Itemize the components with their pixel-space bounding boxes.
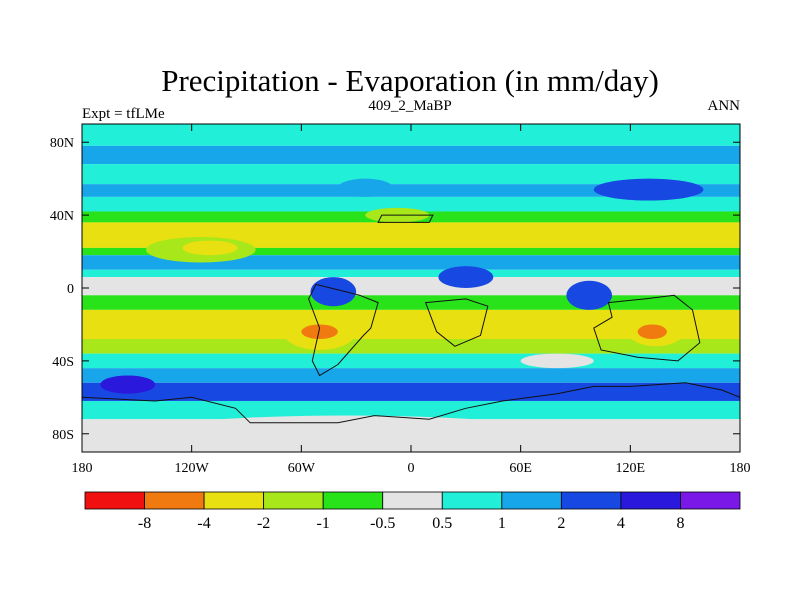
x-tick-label-3: 0 <box>408 461 415 476</box>
colorbar-label-3: -1 <box>317 515 330 532</box>
zonal-band-7 <box>82 247 740 256</box>
x-tick-label-5: 120E <box>616 461 646 476</box>
region-maritime-wet <box>566 280 613 310</box>
zonal-band-16 <box>82 382 740 401</box>
colorbar-label-1: -4 <box>197 515 210 532</box>
colorbar-swatch-9 <box>620 491 681 510</box>
colorbar-swatch-1 <box>144 491 205 510</box>
zonal-band-11 <box>82 295 740 310</box>
region-south-atlantic-dry-core <box>301 324 338 340</box>
zonal-band-1 <box>82 145 740 165</box>
zonal-band-15 <box>82 368 740 383</box>
x-tick-label-1: 120W <box>175 461 210 476</box>
y-tick-label-0: 80N <box>50 136 74 151</box>
outline-australia <box>593 294 701 362</box>
colorbar-swatch-8 <box>560 491 622 510</box>
zonal-band-4 <box>82 196 740 212</box>
outline-south-america <box>308 283 379 377</box>
zonal-band-2 <box>82 164 740 185</box>
colorbar-swatch-2 <box>203 491 265 510</box>
chart-title: Precipitation - Evaporation (in mm/day) <box>161 63 659 98</box>
zonal-band-8 <box>82 255 740 270</box>
colorbar-swatch-6 <box>441 491 503 510</box>
colorbar-label-0: -8 <box>138 515 151 532</box>
zonal-band-17 <box>82 400 740 420</box>
y-tick-label-4: 80S <box>52 428 74 443</box>
colorbar-label-7: 2 <box>557 515 565 532</box>
outline-africa-south <box>424 298 489 347</box>
colorbar-swatch-10 <box>680 491 741 510</box>
zonal-band-0 <box>82 124 740 146</box>
colorbar-swatch-7 <box>501 491 562 510</box>
region-australia-dry-core <box>637 324 667 340</box>
x-tick-label-6: 180 <box>730 461 751 476</box>
x-tick-label-2: 60W <box>288 461 316 476</box>
region-asia-north-wet <box>593 178 704 201</box>
y-tick-label-3: 40S <box>52 355 74 370</box>
colorbar-swatch-5 <box>382 491 443 510</box>
precip-evap-field <box>82 124 740 452</box>
subtitle-season: ANN <box>708 98 741 114</box>
colorbar-label-8: 4 <box>617 515 625 532</box>
region-pacific-north-dry-core <box>182 240 238 256</box>
zonal-band-9 <box>82 269 740 278</box>
zonal-band-3 <box>82 184 740 197</box>
zonal-band-13 <box>82 339 740 354</box>
colorbar-swatch-4 <box>322 491 384 510</box>
region-tropical-america-wet <box>310 277 357 307</box>
outline-antarctica <box>82 382 740 424</box>
colorbar-swatch-0 <box>84 491 145 510</box>
region-indian-south-gray <box>520 353 594 369</box>
y-axis-ticks: 80N 40N 0 40S 80S <box>50 136 740 443</box>
zonal-band-14 <box>82 353 740 369</box>
region-antarctic-gray <box>136 415 558 452</box>
subtitle-experiment: Expt = tfLMe <box>82 106 165 122</box>
land-outlines <box>82 214 740 424</box>
x-tick-label-4: 60E <box>509 461 532 476</box>
subtitle-age: 409_2_MaBP <box>368 98 451 114</box>
zonal-band-10 <box>82 277 740 296</box>
y-tick-label-2: 0 <box>67 282 74 297</box>
colorbar-swatch-3 <box>263 491 324 510</box>
region-atlantic-north-wet <box>337 178 393 197</box>
region-tropical-africa-wet <box>438 266 494 289</box>
outline-africa-north-box <box>377 214 434 223</box>
x-axis-ticks: 180 120W 60W 0 60E 120E 180 <box>72 124 751 476</box>
colorbar-label-6: 1 <box>498 515 506 532</box>
y-tick-label-1: 40N <box>50 209 74 224</box>
colorbar-label-5: 0.5 <box>432 515 452 532</box>
colorbar-label-4: -0.5 <box>370 515 395 532</box>
colorbar-label-9: 8 <box>676 515 684 532</box>
x-tick-label-0: 180 <box>72 461 93 476</box>
region-southern-ocean-deep <box>100 375 156 394</box>
colorbar: -8 -4 -2 -1 -0.5 0.5 1 2 4 8 <box>84 491 741 532</box>
colorbar-label-2: -2 <box>257 515 270 532</box>
